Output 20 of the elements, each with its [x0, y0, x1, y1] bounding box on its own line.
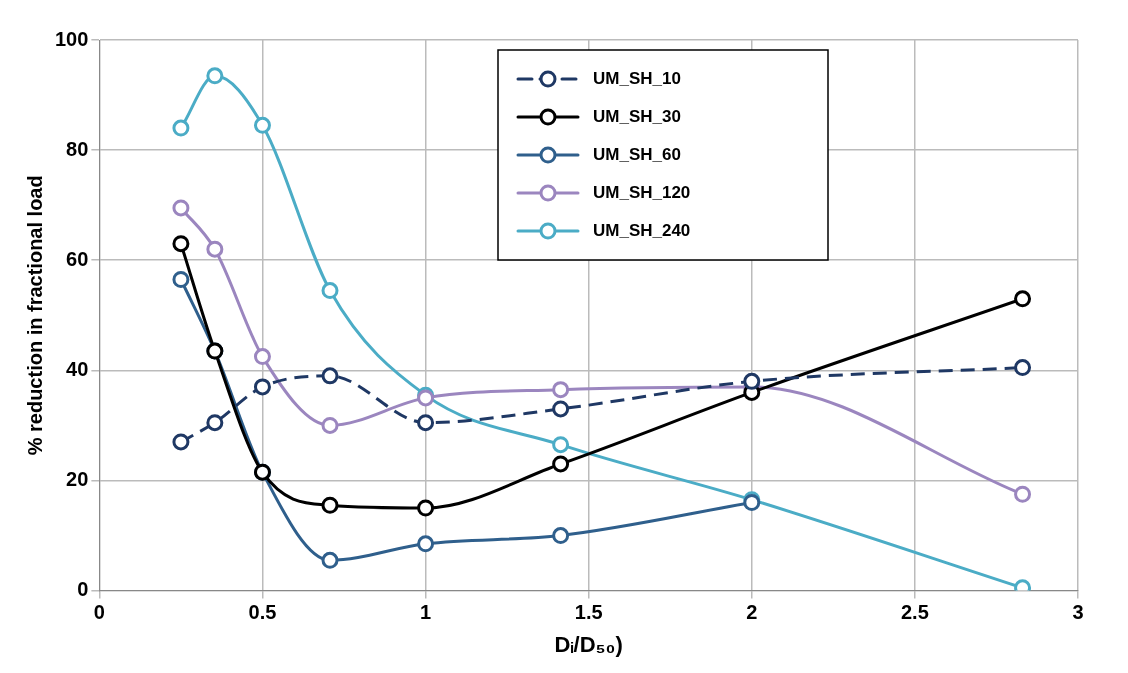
x-tick-label: 1.5: [574, 601, 603, 624]
y-tick-label: 0: [77, 578, 89, 601]
x-tick-label: 1: [420, 601, 432, 624]
legend-label: UM_SH_60: [593, 144, 681, 164]
x-tick-label: 0: [93, 601, 105, 624]
x-tick-label: 3: [1072, 601, 1084, 624]
legend-label: UM_SH_240: [593, 220, 691, 240]
y-tick-label: 40: [66, 357, 89, 380]
x-tick-label: 2: [746, 601, 758, 624]
legend-label: UM_SH_30: [593, 106, 681, 126]
y-axis-title: % reduction in fractional load: [23, 175, 46, 456]
y-tick-label: 100: [54, 27, 89, 50]
y-tick-label: 20: [66, 468, 89, 490]
legend-label: UM_SH_120: [593, 182, 691, 202]
x-axis-title: Dᵢ/D₅₀): [554, 631, 623, 657]
legend-label: UM_SH_10: [593, 68, 681, 88]
y-tick-label: 80: [66, 137, 89, 160]
x-tick-label: 0.5: [248, 601, 277, 624]
x-tick-label: 2.5: [900, 601, 929, 624]
y-tick-label: 60: [66, 247, 89, 270]
